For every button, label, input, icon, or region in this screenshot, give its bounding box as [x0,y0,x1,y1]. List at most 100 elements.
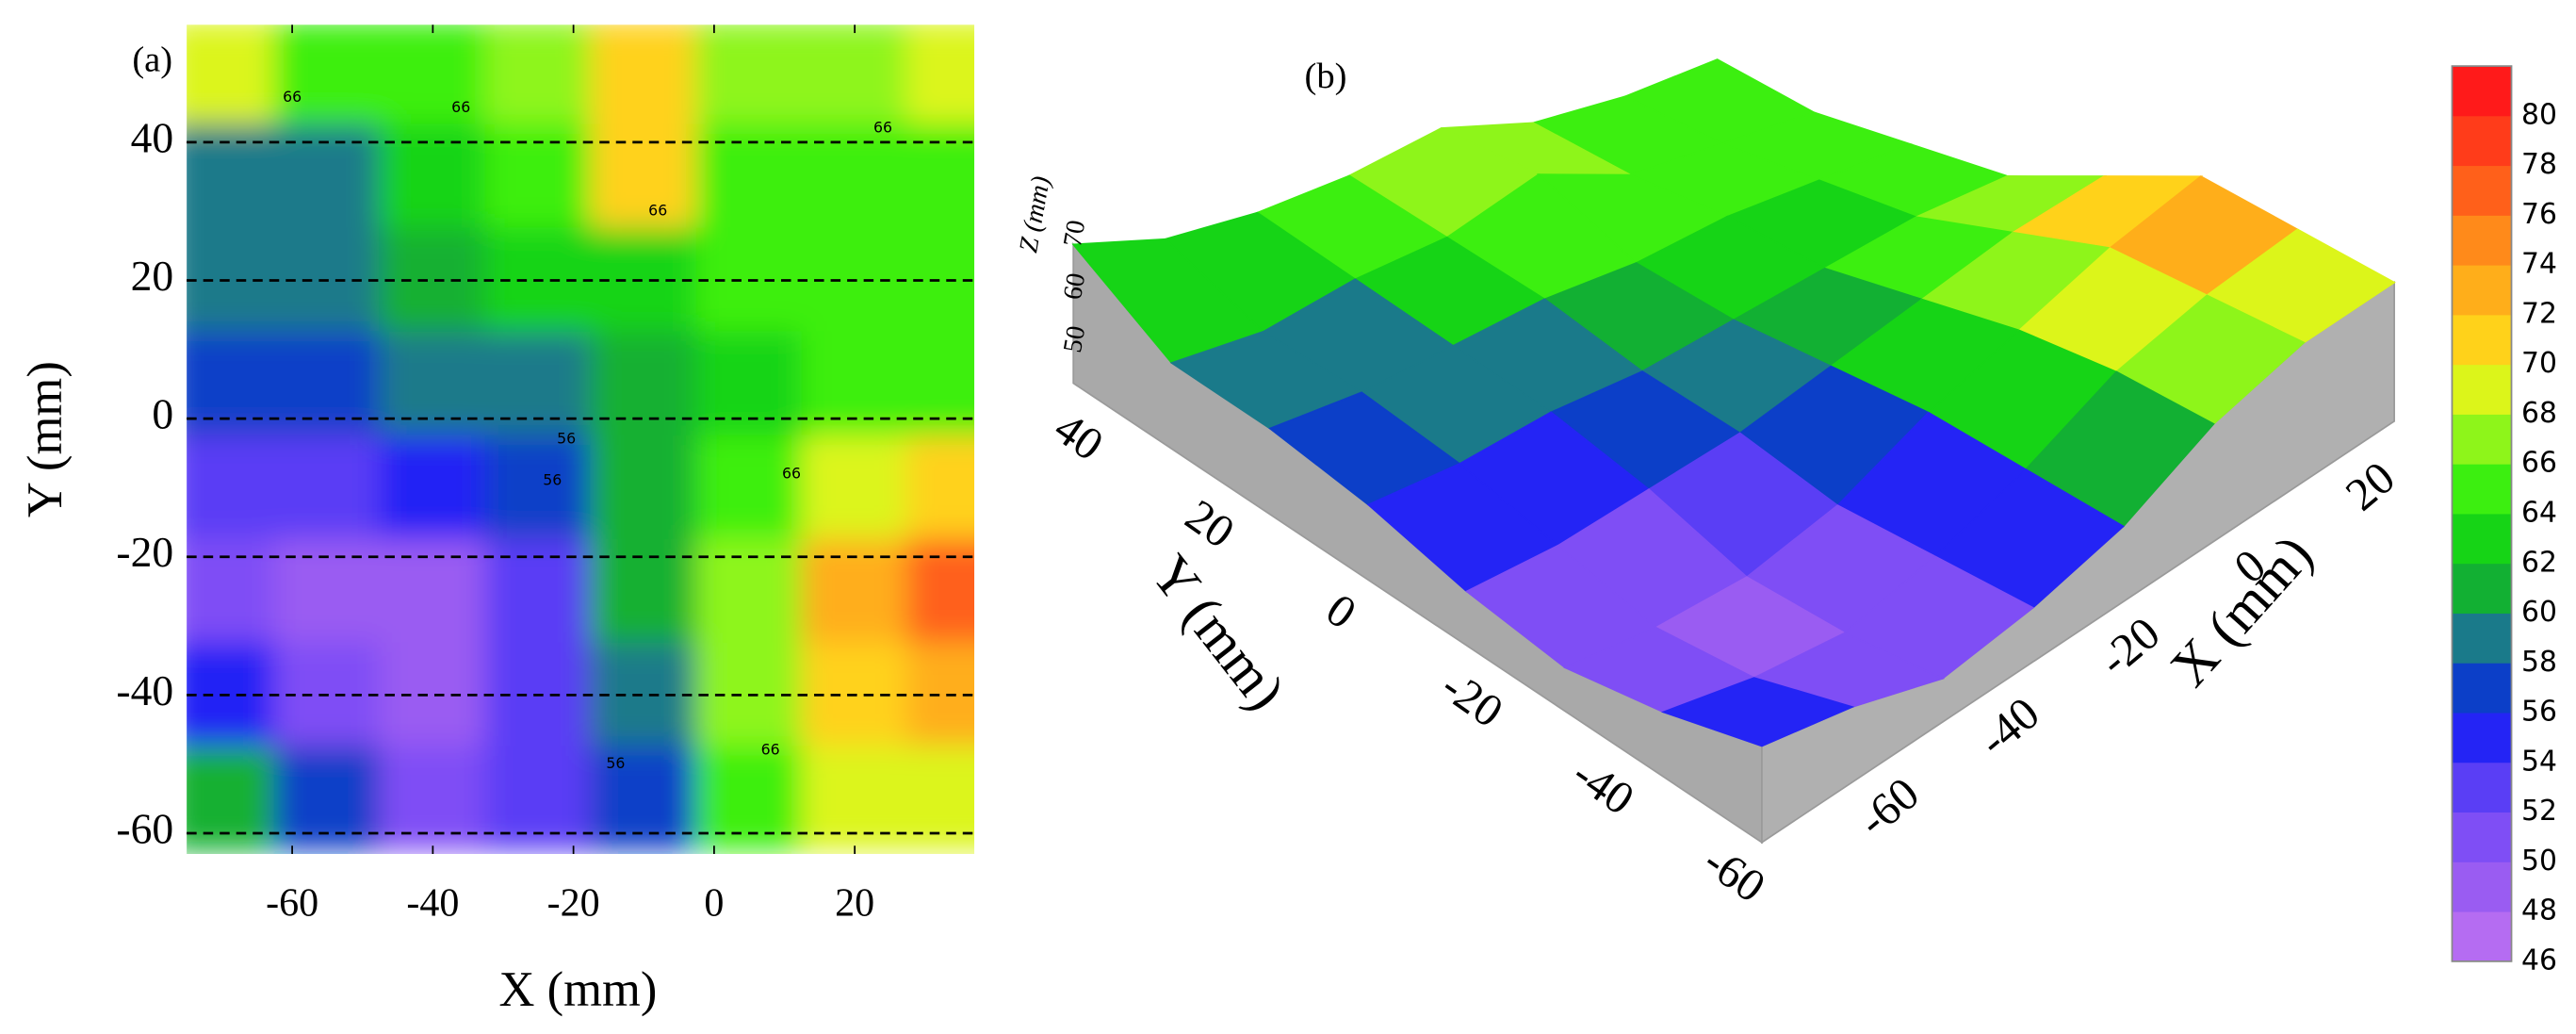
contour-cell [379,746,487,852]
contour-cell [484,25,593,126]
contour-cell [187,123,276,230]
colorbar-tick-label: 48 [2521,894,2557,927]
contour-cell [379,123,487,230]
surface [1071,58,2396,845]
contour-cell [273,746,382,852]
colorbar-tick-label: 76 [2521,198,2557,231]
contour-cell [801,538,909,645]
colorbar-band [2452,513,2512,565]
contour-cell [906,538,975,645]
contour-cell [590,538,698,645]
colorbar-band [2452,314,2512,366]
colorbar-tick-label: 74 [2521,248,2557,281]
contour-cell [695,435,804,541]
y-axis-title: Y (mm) [1139,543,1297,721]
colorbar-tick-label: 60 [2521,596,2557,629]
contour-cell [484,435,593,541]
contour-cell [484,746,593,852]
colorbar-band [2452,264,2512,316]
contour-cell [590,435,698,541]
colorbar-band [2452,911,2512,962]
y-tick-label: -40 [116,666,173,714]
colorbar-tick-label: 72 [2521,297,2557,330]
contour-label: 66 [761,741,780,759]
contour-cell [273,25,382,126]
contour-cell [590,25,698,126]
colorbar-tick-label: 50 [2521,845,2557,878]
contour-label: 66 [873,119,892,137]
contour-cell [379,435,487,541]
colorbar-tick-label: 46 [2521,944,2557,977]
y-tick-label: 40 [1045,402,1113,470]
contour-cell [187,331,276,437]
colorbar-frame [2451,65,2513,962]
contour-cell [906,331,975,437]
colorbar-band [2452,364,2512,415]
y-tick-label: 20 [131,252,174,300]
contour-cell [695,123,804,230]
contour-cell [590,331,698,437]
contour-label: 66 [451,98,470,116]
surface-patch [1660,677,1855,747]
contour-cell [801,123,909,230]
contour-cell [187,435,276,541]
colorbar-band [2452,812,2512,862]
contour-cell [801,25,909,126]
contour-label: 56 [543,471,562,489]
contour-cell [906,435,975,541]
colorbar-tick-label: 56 [2521,696,2557,729]
contour-cell [484,123,593,230]
colorbar-band [2452,861,2512,912]
contour-cell [801,331,909,437]
contour-cell [379,538,487,645]
x-tick-label: 20 [835,882,874,926]
colorbar-tick-label: 80 [2521,98,2557,131]
contour-cell [906,25,975,126]
y-tick-label: -20 [1432,660,1512,738]
colorbar-band [2452,214,2512,266]
contour-cell [187,25,276,126]
colorbar-tick-label: 78 [2521,148,2557,181]
contour-cell [906,123,975,230]
x-tick-label: -20 [547,882,600,926]
contour-cell [906,746,975,852]
colorbar-tick-label: 66 [2521,447,2557,480]
x-tick-label: -40 [406,882,459,926]
colorbar-tick-label: 58 [2521,646,2557,679]
contour-cell [695,746,804,852]
contour-cell [379,331,487,437]
contour-cell [695,538,804,645]
y-tick-label: -60 [116,804,173,852]
colorbar-band [2452,165,2512,216]
contour-cell [187,538,276,645]
colorbar-band [2452,65,2512,117]
z-tick-label: 50 [1058,323,1091,354]
x-axis-title: X (mm) [499,962,658,1017]
contour-cell [273,123,382,230]
y-tick-label: 40 [131,113,174,161]
contour-cell [695,25,804,126]
x-tick-label: -40 [1968,687,2048,766]
contour-label: 56 [557,430,576,448]
z-tick-label: 70 [1058,218,1091,249]
contour-cell [484,538,593,645]
colorbar-tick-label: 52 [2521,795,2557,828]
colorbar-band [2452,115,2512,167]
colorbar-band [2452,662,2512,714]
x-tick-label: 20 [2336,451,2405,521]
colorbar-band [2452,613,2512,664]
colorbar-tick-label: 62 [2521,546,2557,579]
colorbar-band [2452,563,2512,614]
y-axis-title: Y (mm) [18,361,73,517]
colorbar-band [2452,414,2512,465]
contour-cell [484,331,593,437]
contour-area [187,25,975,852]
panel-label: (a) [132,40,172,79]
x-tick-label: -60 [1848,767,1928,846]
x-tick-label: -20 [2089,607,2169,686]
z-tick-label: 60 [1058,271,1091,302]
contour-cell [273,331,382,437]
contour-cell [590,123,698,230]
